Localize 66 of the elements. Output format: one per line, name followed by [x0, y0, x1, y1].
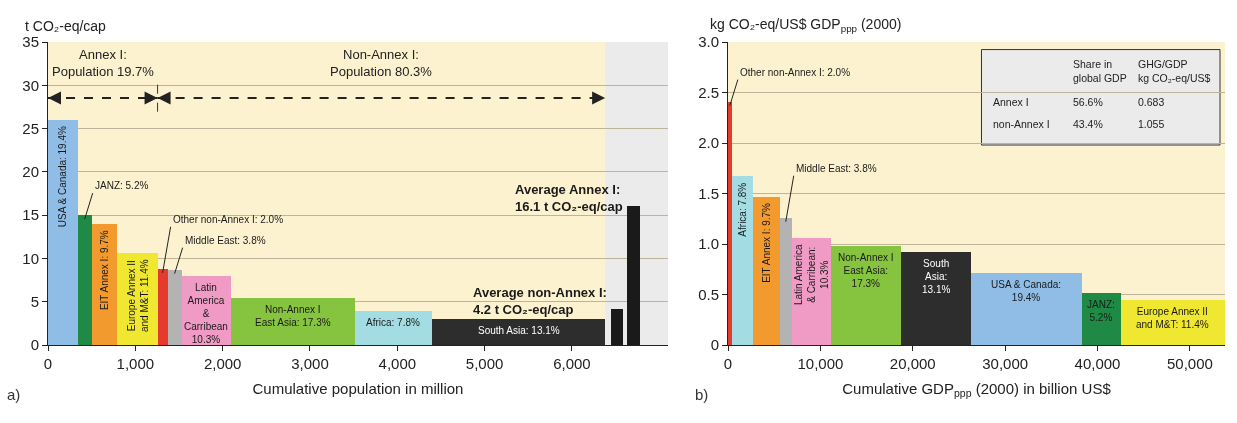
y-tick-label: 25 [22, 119, 39, 137]
text: a) [7, 386, 21, 403]
annotation: EIT Annex I: 9.7% [760, 202, 772, 283]
annotation: Average Annex I: 16.1 t CO₂-eq/cap [515, 182, 623, 214]
annotation: Other non-Annex I: 2.0% [173, 214, 284, 225]
y-tick-label: 20 [22, 163, 39, 181]
x-axis-title: Cumulative GDP$_{ppp}$ (2000) in billion US$ [842, 380, 1112, 400]
annotation: Non-Annex I: Population 80.3% [330, 47, 433, 79]
annotation: JANZ: 5.2% [95, 180, 149, 191]
annotation: 0.683 [1138, 96, 1165, 108]
y-tick-label: 1.5 [698, 184, 719, 202]
y-tick-label: 2.5 [698, 83, 719, 101]
annotation: Latin America & Carribean: 10.3% [793, 244, 831, 306]
y-tick-label: 3.0 [698, 33, 719, 51]
x-tick-label: 40,000 [1074, 355, 1121, 372]
y-axis-title: kg CO₂-eq/US$ GDP$_{ppp}$ (2000) [710, 16, 902, 34]
x-tick-label: 30,000 [982, 355, 1029, 372]
annotation: USA & Canada: 19.4% [57, 125, 69, 228]
y-tick-label: 10 [22, 249, 39, 267]
y-tick-label: 1.0 [698, 235, 719, 253]
x-tick-label: 1,000 [116, 355, 155, 372]
y-tick-label: 2.0 [698, 134, 719, 152]
annotation: Annex I: Population 19.7% [52, 47, 155, 79]
annotation: 43.4% [1073, 118, 1103, 130]
annotation: Non-Annex I East Asia: 17.3% [255, 304, 331, 328]
annotation: Europe Annex II and M&T: 11.4% [1136, 306, 1209, 330]
annotation: EIT Annex I: 9.7% [98, 230, 110, 311]
y-tick-label: 0.5 [698, 285, 719, 303]
x-tick-label: 2,000 [203, 355, 242, 372]
x-tick-label: 0 [723, 355, 733, 372]
x-tick-label: 10,000 [797, 355, 844, 372]
y-tick-label: 0 [710, 336, 719, 354]
annotation: Europe Annex II and M&T: 11.4% [125, 259, 150, 333]
annotation: Africa: 7.8% [736, 182, 748, 237]
y-tick-label: 0 [30, 336, 39, 354]
x-tick-label: 6,000 [553, 355, 591, 372]
annotation: Annex I [993, 96, 1029, 108]
x-tick-label: 50,000 [1166, 355, 1213, 372]
annotation: Other non-Annex I: 2.0% [740, 67, 851, 78]
annotation: Average non-Annex I: 4.2 t CO₂-eq/cap [473, 285, 607, 317]
x-tick-label: 0 [43, 355, 53, 372]
y-tick-label: 35 [22, 33, 39, 51]
annotation: non-Annex I [993, 118, 1050, 130]
annotation: Non-Annex I East Asia: 17.3% [838, 252, 894, 289]
x-tick-label: 4,000 [378, 355, 417, 372]
annotation: South Asia: 13.1% [922, 258, 951, 295]
annotation: South Asia: 13.1% [478, 325, 560, 336]
annotation: Latin America & Carribean 10.3% [184, 282, 228, 345]
annotation: JANZ: 5.2% [1087, 299, 1115, 323]
annotation: USA & Canada: 19.4% [991, 279, 1062, 303]
y-tick-label: 15 [22, 206, 39, 224]
x-tick-label: 5,000 [465, 355, 504, 372]
annotation: Africa: 7.8% [366, 317, 421, 328]
text: b) [695, 386, 709, 403]
x-axis-title: Cumulative population in million [252, 380, 464, 397]
x-tick-label: 20,000 [889, 355, 936, 372]
y-tick-label: 30 [22, 76, 39, 94]
annotation: Middle East: 3.8% [185, 235, 266, 246]
y-axis-title: t CO₂-eq/cap [25, 18, 107, 34]
annotation: 1.055 [1138, 118, 1165, 130]
annotation: Middle East: 3.8% [796, 163, 877, 174]
annotation: Share in global GDP [1073, 58, 1127, 84]
annotation: GHG/GDP kg CO₂-eq/US$ [1138, 58, 1211, 84]
annotation: 56.6% [1073, 96, 1103, 108]
x-tick-label: 3,000 [291, 355, 329, 372]
y-tick-label: 5 [30, 292, 39, 310]
